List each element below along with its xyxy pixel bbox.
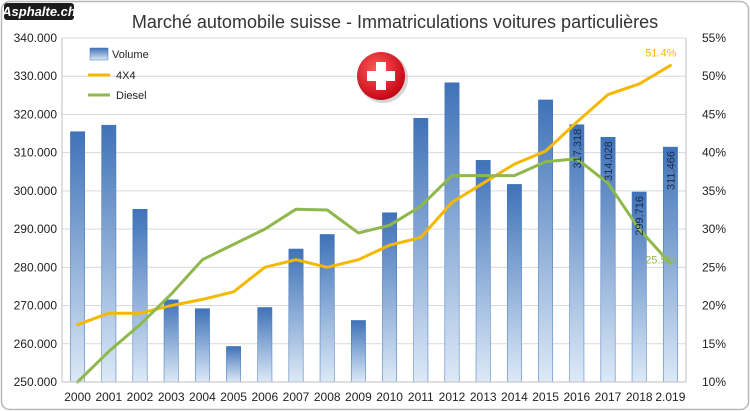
bar [319,234,335,383]
y-tick-label: 340.000 [14,31,58,45]
bar-data-label: 299.716 [634,196,646,236]
x-tick-label: 2007 [283,390,310,404]
y2-tick-label: 35% [702,184,726,198]
legend-swatch-volume [89,47,109,61]
line-4x4 [76,64,672,327]
bar [350,320,366,383]
asphalte-logo: Asphalte.ch [1,3,76,20]
x-tick-label: 2008 [314,390,341,404]
x-tick-label: 2001 [95,390,122,404]
logo-text: Asphalte.ch [1,4,76,19]
bar [132,208,148,383]
x-tick-label: 2009 [345,390,372,404]
legend-label-diesel: Diesel [116,90,147,102]
bar [444,82,460,383]
x-tick-label: 2013 [470,390,497,404]
y-tick-label: 290.000 [14,222,58,236]
x-tick-label: 2010 [376,390,403,404]
x-tick-label: 2004 [189,390,216,404]
bar [288,248,304,383]
y-tick-label: 330.000 [14,69,58,83]
y2-tick-label: 40% [702,146,726,160]
y-tick-label: 250.000 [14,375,58,389]
bar [101,124,117,383]
y-tick-label: 280.000 [14,260,58,274]
data-labels: 317.318 314.028 299.716 311.466 51.4% 25.5% [572,48,678,267]
bar [70,131,86,383]
y2-tick-label: 45% [702,107,726,121]
y2-tick-label: 25% [702,260,726,274]
bar [194,308,210,383]
line-data-label: 51.4% [645,48,676,60]
bar-series-volume [70,82,678,383]
line-data-label: 25.5% [645,255,676,267]
line-diesel [76,157,672,384]
bar [382,212,398,383]
legend: Volume 4X4 Diesel [88,47,149,102]
y2-tick-label: 50% [702,69,726,83]
bar [163,299,179,383]
y-tick-label: 320.000 [14,107,58,121]
flag-cross-horizontal [367,71,395,81]
y2-tick-label: 55% [702,31,726,45]
x-tick-label: 2002 [127,390,154,404]
bar [538,99,554,383]
y2-tick-label: 20% [702,299,726,313]
logo-background [4,3,74,20]
x-tick-label: 2016 [563,390,590,404]
bar [257,307,273,383]
x-tick-label: 2005 [220,390,247,404]
chart-title: Marché automobile suisse - Immatriculati… [132,12,658,32]
x-tick-label: 2018 [626,390,653,404]
x-tick-label: 2015 [532,390,559,404]
legend-label-volume: Volume [112,49,149,61]
x-tick-label: 2.019 [655,390,685,404]
x-tick-label: 2011 [408,390,434,404]
y2-tick-label: 15% [702,337,726,351]
axes: 250.000 260.000 270.000 280.000 290.000 300.0… [14,31,727,404]
y-tick-label: 260.000 [14,337,58,351]
x-tick-label: 2000 [64,390,91,404]
bar [413,118,429,383]
line-series [76,64,672,384]
x-tick-label: 2003 [158,390,185,404]
legend-label-4x4: 4X4 [116,70,136,82]
y-tick-label: 300.000 [14,184,58,198]
bar [226,346,242,383]
y2-tick-label: 10% [702,375,726,389]
bar-data-label: 317.318 [572,129,584,169]
swiss-flag-icon [357,52,408,103]
x-tick-label: 2012 [439,390,466,404]
bar [475,160,491,383]
y-tick-label: 310.000 [14,146,58,160]
x-tick-label: 2014 [501,390,528,404]
bar-data-label: 314.028 [603,141,615,181]
x-tick-label: 2006 [251,390,278,404]
bar [506,184,522,383]
y-tick-label: 270.000 [14,299,58,313]
x-tick-label: 2017 [595,390,622,404]
y2-tick-label: 30% [702,222,726,236]
bar-data-label: 311.466 [665,151,677,190]
